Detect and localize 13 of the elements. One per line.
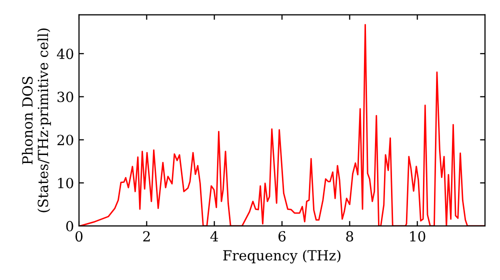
x-axis-title: Frequency (THz)	[223, 250, 340, 264]
x-tick-label: 4	[210, 231, 218, 242]
x-tick-label: 2	[143, 231, 150, 242]
x-tick-label: 10	[410, 231, 426, 242]
x-tick-label: 0	[75, 231, 82, 242]
y-tick-label: 10	[58, 178, 74, 188]
y-axis-title: Phonon DOS (States/THz·primitive cell)	[22, 28, 51, 212]
x-tick-label: 6	[278, 231, 286, 242]
y-tick-label: 20	[57, 134, 74, 146]
y-tick-label: 40	[56, 48, 74, 60]
y-tick-label: 0	[66, 220, 74, 232]
x-tick-label: 8	[346, 231, 354, 242]
y-tick-label: 30	[58, 92, 74, 102]
